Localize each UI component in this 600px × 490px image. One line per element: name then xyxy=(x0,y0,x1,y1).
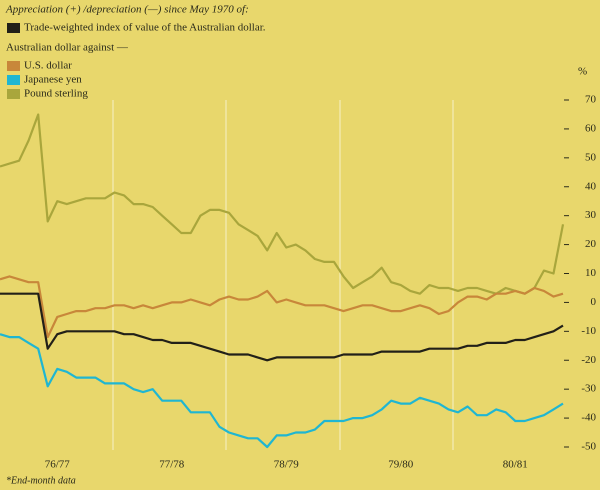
series-line xyxy=(0,113,565,295)
footnote: *End-month data xyxy=(6,475,76,486)
y-tick-label: -20 xyxy=(581,354,596,366)
legend-label: Pound sterling xyxy=(24,88,88,100)
y-tick-label: -10 xyxy=(581,325,596,337)
x-tick-label: 77/78 xyxy=(159,459,185,471)
series-line xyxy=(0,333,564,449)
legend-swatch xyxy=(7,23,20,33)
legend-label: Japanese yen xyxy=(24,74,82,86)
x-tick-label: 76/77 xyxy=(45,459,71,471)
x-tick-label: 78/79 xyxy=(274,459,300,471)
legend-label: Trade-weighted index of value of the Aus… xyxy=(24,22,266,34)
y-tick-label: 60 xyxy=(585,122,597,134)
series-line xyxy=(0,275,564,339)
y-tick-label: 30 xyxy=(585,209,597,221)
y-unit: % xyxy=(578,66,587,78)
y-tick-label: 70 xyxy=(585,94,597,106)
subtitle: Appreciation (+) /depreciation (—) since… xyxy=(5,4,249,16)
x-tick-label: 79/80 xyxy=(388,459,414,471)
legend-swatch xyxy=(7,89,20,99)
legend-label: U.S. dollar xyxy=(24,60,72,72)
series-line xyxy=(0,292,564,362)
y-tick-label: 50 xyxy=(585,151,597,163)
year-separators xyxy=(112,100,454,450)
y-tick-label: 40 xyxy=(585,180,597,192)
y-tick-label: 10 xyxy=(585,267,597,279)
legend-heading: Australian dollar against — xyxy=(6,42,129,54)
legend-swatch xyxy=(7,61,20,71)
y-tick-label: -50 xyxy=(581,441,596,453)
y-tick-label: 20 xyxy=(585,238,597,250)
legend-swatch xyxy=(7,75,20,85)
y-tick-label: -30 xyxy=(581,383,596,395)
x-tick-label: 80/81 xyxy=(503,459,528,471)
y-tick-label: -40 xyxy=(581,412,596,424)
y-tick-label: 0 xyxy=(591,296,597,308)
